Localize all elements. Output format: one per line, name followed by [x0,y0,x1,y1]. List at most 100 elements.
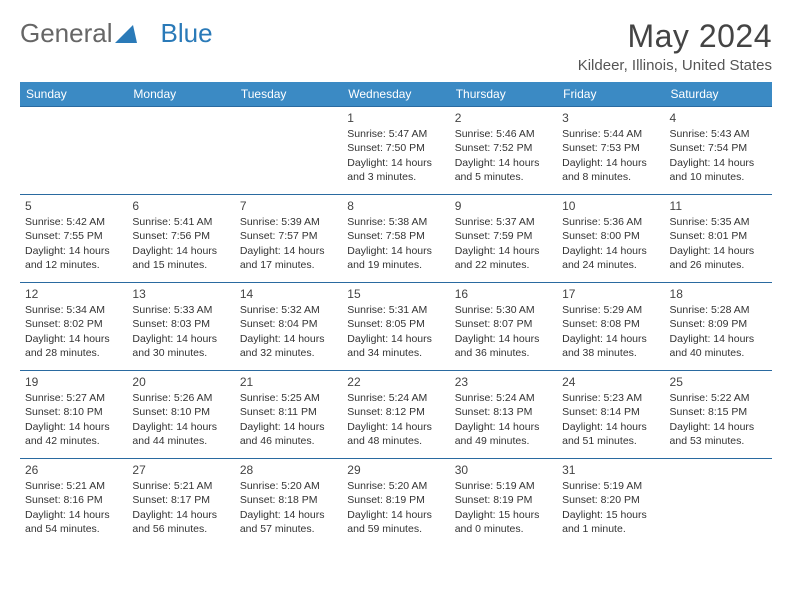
day-number: 4 [670,110,767,126]
sunset-text: Sunset: 7:58 PM [347,229,444,243]
sunrise-text: Sunrise: 5:26 AM [132,391,229,405]
sunrise-text: Sunrise: 5:29 AM [562,303,659,317]
daylight-line1: Daylight: 14 hours [25,332,122,346]
brand-logo: General Blue [20,18,213,49]
sunrise-text: Sunrise: 5:38 AM [347,215,444,229]
calendar-day-cell: 11Sunrise: 5:35 AMSunset: 8:01 PMDayligh… [665,195,772,283]
daylight-line1: Daylight: 14 hours [240,508,337,522]
sunset-text: Sunset: 8:08 PM [562,317,659,331]
calendar-day-cell: 4Sunrise: 5:43 AMSunset: 7:54 PMDaylight… [665,107,772,195]
daylight-line2: and 36 minutes. [455,346,552,360]
day-number: 14 [240,286,337,302]
daylight-line2: and 49 minutes. [455,434,552,448]
daylight-line1: Daylight: 14 hours [562,332,659,346]
daylight-line2: and 19 minutes. [347,258,444,272]
sunset-text: Sunset: 8:20 PM [562,493,659,507]
sunset-text: Sunset: 8:11 PM [240,405,337,419]
day-number: 20 [132,374,229,390]
sunrise-text: Sunrise: 5:37 AM [455,215,552,229]
day-number: 9 [455,198,552,214]
daylight-line1: Daylight: 14 hours [562,244,659,258]
weekday-header: Friday [557,82,664,107]
calendar-day-cell: 30Sunrise: 5:19 AMSunset: 8:19 PMDayligh… [450,459,557,547]
calendar-day-cell: 9Sunrise: 5:37 AMSunset: 7:59 PMDaylight… [450,195,557,283]
calendar-day-cell: 22Sunrise: 5:24 AMSunset: 8:12 PMDayligh… [342,371,449,459]
daylight-line2: and 44 minutes. [132,434,229,448]
calendar-day-cell: 29Sunrise: 5:20 AMSunset: 8:19 PMDayligh… [342,459,449,547]
sunrise-text: Sunrise: 5:23 AM [562,391,659,405]
title-block: May 2024 Kildeer, Illinois, United State… [578,18,772,74]
sunrise-text: Sunrise: 5:43 AM [670,127,767,141]
sunset-text: Sunset: 8:13 PM [455,405,552,419]
sunset-text: Sunset: 8:03 PM [132,317,229,331]
daylight-line2: and 46 minutes. [240,434,337,448]
daylight-line2: and 34 minutes. [347,346,444,360]
weekday-header: Sunday [20,82,127,107]
sunrise-text: Sunrise: 5:47 AM [347,127,444,141]
page-header: General Blue May 2024 Kildeer, Illinois,… [20,18,772,74]
calendar-empty-cell [127,107,234,195]
sunset-text: Sunset: 7:52 PM [455,141,552,155]
daylight-line2: and 24 minutes. [562,258,659,272]
day-number: 8 [347,198,444,214]
sunrise-text: Sunrise: 5:24 AM [455,391,552,405]
sunrise-text: Sunrise: 5:34 AM [25,303,122,317]
day-number: 21 [240,374,337,390]
daylight-line1: Daylight: 14 hours [347,508,444,522]
calendar-day-cell: 3Sunrise: 5:44 AMSunset: 7:53 PMDaylight… [557,107,664,195]
brand-part1: General [20,18,113,49]
day-number: 10 [562,198,659,214]
weekday-header: Thursday [450,82,557,107]
daylight-line1: Daylight: 14 hours [132,332,229,346]
daylight-line1: Daylight: 14 hours [670,244,767,258]
calendar-day-cell: 20Sunrise: 5:26 AMSunset: 8:10 PMDayligh… [127,371,234,459]
daylight-line2: and 22 minutes. [455,258,552,272]
daylight-line2: and 17 minutes. [240,258,337,272]
day-number: 24 [562,374,659,390]
day-number: 5 [25,198,122,214]
daylight-line1: Daylight: 14 hours [132,244,229,258]
daylight-line2: and 53 minutes. [670,434,767,448]
daylight-line1: Daylight: 14 hours [240,332,337,346]
daylight-line1: Daylight: 14 hours [25,508,122,522]
sunrise-text: Sunrise: 5:19 AM [562,479,659,493]
brand-part2: Blue [161,18,213,49]
weekday-header: Saturday [665,82,772,107]
day-number: 7 [240,198,337,214]
weekday-header: Tuesday [235,82,342,107]
calendar-day-cell: 6Sunrise: 5:41 AMSunset: 7:56 PMDaylight… [127,195,234,283]
daylight-line1: Daylight: 15 hours [455,508,552,522]
calendar-day-cell: 13Sunrise: 5:33 AMSunset: 8:03 PMDayligh… [127,283,234,371]
daylight-line1: Daylight: 14 hours [670,420,767,434]
sunset-text: Sunset: 7:57 PM [240,229,337,243]
calendar-day-cell: 16Sunrise: 5:30 AMSunset: 8:07 PMDayligh… [450,283,557,371]
daylight-line2: and 1 minute. [562,522,659,536]
sunset-text: Sunset: 7:50 PM [347,141,444,155]
sunset-text: Sunset: 8:07 PM [455,317,552,331]
daylight-line2: and 51 minutes. [562,434,659,448]
day-number: 22 [347,374,444,390]
sunset-text: Sunset: 8:00 PM [562,229,659,243]
sunrise-text: Sunrise: 5:36 AM [562,215,659,229]
sunset-text: Sunset: 8:19 PM [347,493,444,507]
day-number: 18 [670,286,767,302]
day-number: 28 [240,462,337,478]
sunrise-text: Sunrise: 5:33 AM [132,303,229,317]
calendar-day-cell: 8Sunrise: 5:38 AMSunset: 7:58 PMDaylight… [342,195,449,283]
daylight-line1: Daylight: 14 hours [240,244,337,258]
sunset-text: Sunset: 7:56 PM [132,229,229,243]
daylight-line2: and 15 minutes. [132,258,229,272]
daylight-line2: and 57 minutes. [240,522,337,536]
daylight-line2: and 10 minutes. [670,170,767,184]
day-number: 26 [25,462,122,478]
weekday-header: Monday [127,82,234,107]
sunrise-text: Sunrise: 5:21 AM [25,479,122,493]
day-number: 12 [25,286,122,302]
calendar-day-cell: 24Sunrise: 5:23 AMSunset: 8:14 PMDayligh… [557,371,664,459]
sunset-text: Sunset: 8:09 PM [670,317,767,331]
daylight-line1: Daylight: 14 hours [132,420,229,434]
daylight-line2: and 38 minutes. [562,346,659,360]
day-number: 11 [670,198,767,214]
daylight-line2: and 42 minutes. [25,434,122,448]
daylight-line1: Daylight: 14 hours [25,420,122,434]
